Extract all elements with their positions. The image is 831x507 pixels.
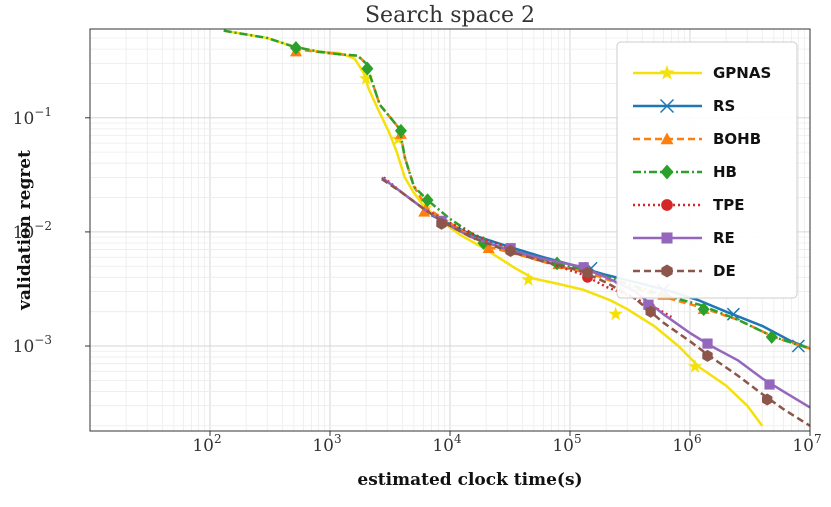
legend-marker xyxy=(661,232,673,244)
legend-item-bohb: BOHB xyxy=(633,130,761,148)
legend-marker xyxy=(659,98,675,114)
legend-marker xyxy=(661,264,673,278)
data-point-hb xyxy=(289,40,302,55)
data-point-gpnas xyxy=(521,272,536,286)
data-point-hb xyxy=(697,302,710,317)
legend-label-bohb: BOHB xyxy=(713,130,761,148)
data-point-de xyxy=(702,349,713,362)
data-point-re xyxy=(643,299,654,310)
legend-marker xyxy=(659,64,675,80)
data-point-de xyxy=(762,393,773,406)
y-tick-label: 10−3 xyxy=(13,333,52,357)
legend-label-de: DE xyxy=(713,262,736,280)
data-point-gpnas xyxy=(687,359,703,373)
legend-marker xyxy=(660,164,674,180)
data-point-gpnas xyxy=(359,71,374,85)
series-line-de xyxy=(381,178,810,427)
data-point-gpnas xyxy=(608,306,623,321)
data-point-de xyxy=(436,217,447,230)
grid xyxy=(89,29,811,431)
data-point-de xyxy=(645,305,656,318)
legend-marker xyxy=(660,132,674,145)
x-tick-label: 107 xyxy=(792,432,821,456)
legend-item-de: DE xyxy=(633,262,736,280)
legend-label-rs: RS xyxy=(713,97,735,115)
x-tick-label: 104 xyxy=(432,432,462,456)
legend-label-gpnas: GPNAS xyxy=(713,64,771,82)
legend-label-tpe: TPE xyxy=(713,196,744,214)
x-tick-label: 106 xyxy=(672,432,701,456)
legend-item-hb: HB xyxy=(633,163,737,181)
data-point-re xyxy=(578,262,589,273)
data-point-hb xyxy=(765,330,778,344)
x-tick-label: 103 xyxy=(312,432,341,456)
legend-label-re: RE xyxy=(713,229,735,247)
data-point-hb xyxy=(361,61,374,76)
data-point-bohb xyxy=(482,242,495,253)
legend-label-hb: HB xyxy=(713,163,737,181)
legend-item-gpnas: GPNAS xyxy=(633,64,771,82)
y-axis-label: validation regret xyxy=(15,150,35,311)
data-point-hb xyxy=(421,193,434,207)
data-point-de xyxy=(582,266,593,279)
x-tick-label: 102 xyxy=(192,432,221,456)
data-point-hb xyxy=(394,123,407,138)
series-de xyxy=(381,178,810,427)
x-tick-label: 105 xyxy=(552,432,581,456)
x-axis-label: estimated clock time(s) xyxy=(357,470,582,490)
legend: GPNAS RS BOHB HB TPE RE DE xyxy=(616,41,798,299)
data-point-hb xyxy=(551,256,564,271)
data-point-re xyxy=(764,379,775,390)
legend-item-rs: RS xyxy=(633,97,735,115)
data-point-re xyxy=(702,338,713,349)
y-tick-label: 10−1 xyxy=(13,105,52,129)
data-point-bohb xyxy=(418,205,431,217)
chart-title: Search space 2 xyxy=(365,3,535,28)
legend-marker xyxy=(661,199,673,211)
data-point-de xyxy=(505,245,516,257)
legend-item-tpe: TPE xyxy=(633,196,744,214)
series-line-hb xyxy=(223,29,810,350)
legend-item-re: RE xyxy=(633,229,735,247)
